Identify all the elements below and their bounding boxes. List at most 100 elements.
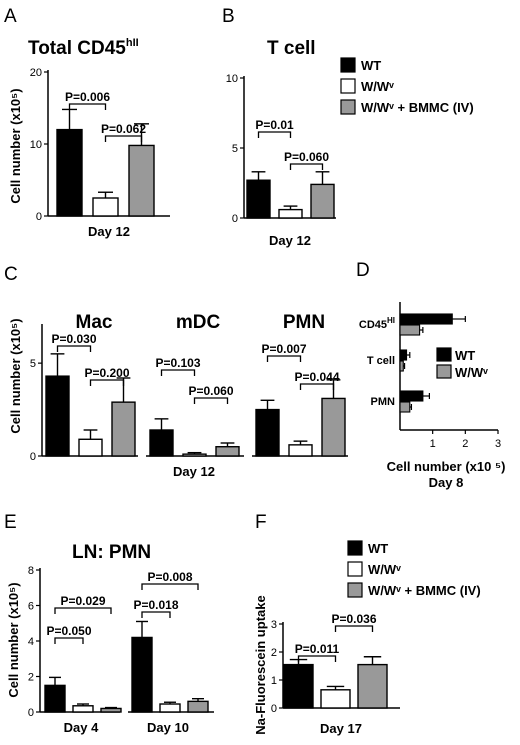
panel-a-annotation-2-p-value: P=0.062 bbox=[101, 122, 146, 136]
panel-e-title: LN: PMN bbox=[72, 542, 151, 563]
panel-e-day-4-annotation-1-p-value: P=0.050 bbox=[46, 624, 91, 638]
panel-b-bar-3 bbox=[310, 183, 335, 219]
panel-b-legend-swatch-2 bbox=[340, 78, 356, 94]
panel-a-bar-3 bbox=[128, 144, 155, 217]
y-tick-label: 0 bbox=[36, 211, 42, 223]
panel-b-annotation-1-p-value: P=0.01 bbox=[255, 118, 294, 132]
y-tick-label: 10 bbox=[30, 139, 42, 151]
y-tick-label: 1 bbox=[271, 675, 277, 687]
panel-b-x-label: Day 12 bbox=[269, 233, 311, 248]
panel-b-title: T cell bbox=[267, 38, 316, 59]
y-tick-label: 0 bbox=[30, 451, 36, 463]
panel-d-legend-label-2: W/Wᵛ bbox=[455, 365, 488, 380]
panel-b-annotation-2-bracket bbox=[289, 163, 324, 170]
panel-b-legend-label-3: W/Wᵛ + BMMC (IV) bbox=[361, 100, 474, 115]
panel-e-y-axis: 0 2 4 6 8 bbox=[28, 565, 41, 719]
panel-f-legend-label-2: W/Wᵛ bbox=[368, 562, 401, 577]
panel-f-y-axis: 0 1 2 3 bbox=[271, 619, 284, 715]
panel-d-category-3: PMN bbox=[371, 396, 396, 408]
panel-d-bar-3-1 bbox=[399, 390, 424, 402]
panel-d-bar-2-2 bbox=[399, 360, 404, 372]
y-tick-label: 3 bbox=[271, 619, 277, 631]
panel-e-day-4-annotation-1-bracket bbox=[54, 637, 84, 644]
panel-a-y-axis: 0 10 20 bbox=[30, 67, 49, 223]
panel-a-annotation-1-bracket bbox=[68, 103, 107, 110]
panel-c-pmn-bar-3 bbox=[321, 397, 346, 457]
y-tick-label: 0 bbox=[271, 703, 277, 715]
panel-d-x-tick-label: 1 bbox=[430, 438, 436, 450]
panel-a-letter: A bbox=[4, 6, 17, 27]
panel-c-pmn-annotation-1-p-value: P=0.007 bbox=[261, 342, 306, 356]
panel-c-pmn-annotation-1-bracket bbox=[266, 355, 302, 362]
panel-e-day-4-bar-1 bbox=[44, 684, 66, 713]
panel-a-annotation-1-p-value: P=0.006 bbox=[65, 90, 110, 104]
panel-e-day-10-x-label: Day 10 bbox=[147, 720, 189, 735]
panel-c-mdc-annotation-1-bracket bbox=[160, 369, 196, 376]
panel-d-bar-1-2 bbox=[399, 324, 421, 336]
panel-a-x-label: Day 12 bbox=[88, 224, 130, 239]
panel-d-category-2: T cell bbox=[367, 355, 395, 367]
panel-f-annotation-1-bracket bbox=[297, 655, 337, 662]
panel-c-mdc-annotation-1-p-value: P=0.103 bbox=[155, 356, 200, 370]
panel-b-legend-label-2: W/Wᵛ bbox=[361, 79, 394, 94]
panel-e-day-4-bar-2 bbox=[72, 705, 94, 713]
panel-d-x-tick-label: 2 bbox=[462, 438, 468, 450]
panel-b-bar-1 bbox=[246, 179, 271, 219]
panel-c-x-label: Day 12 bbox=[173, 464, 215, 479]
panel-f-legend-label-3: W/Wᵛ + BMMC (IV) bbox=[368, 583, 481, 598]
panel-d-bar-3-2 bbox=[399, 401, 411, 413]
panel-d-legend-swatch-1 bbox=[436, 347, 452, 362]
y-tick-label: 20 bbox=[30, 67, 42, 79]
panel-c-pmn-annotation-2-p-value: P=0.044 bbox=[294, 370, 339, 384]
panel-c-pmn-title: PMN bbox=[283, 312, 325, 333]
panel-d-legend-label-1: WT bbox=[455, 348, 475, 363]
panel-a-bar-1 bbox=[56, 128, 83, 217]
panel-b-legend-label-1: WT bbox=[361, 58, 381, 73]
panel-f-legend-swatch-1 bbox=[347, 540, 363, 556]
panel-c-mac-bar-1 bbox=[45, 375, 70, 457]
panel-b-annotation-2-p-value: P=0.060 bbox=[284, 150, 329, 164]
panel-e-day-10-annotation-2-bracket bbox=[141, 583, 199, 590]
panel-b-annotation-1-bracket bbox=[257, 131, 292, 138]
y-tick-label: 0 bbox=[28, 707, 34, 719]
panel-e-day-4-bar-3 bbox=[100, 707, 122, 713]
panel-a-annotation-2-bracket bbox=[104, 135, 143, 142]
panel-d-x-tick-label: 3 bbox=[495, 438, 501, 450]
panel-d-legend-swatch-2 bbox=[436, 364, 452, 379]
panel-d-bar-2-1 bbox=[399, 349, 408, 361]
panel-d-letter: D bbox=[356, 260, 370, 281]
panel-c-pmn-bar-1 bbox=[255, 408, 280, 457]
panel-c-mdc-annotation-2-p-value: P=0.060 bbox=[188, 384, 233, 398]
panel-f-annotation-1-p-value: P=0.011 bbox=[295, 642, 340, 656]
panel-b-y-axis: 0 5 10 bbox=[226, 73, 245, 225]
panel-f-legend-label-1: WT bbox=[368, 541, 388, 556]
panel-b-legend-swatch-1 bbox=[340, 57, 356, 73]
panel-c-y-label: Cell number (x10⁵) bbox=[8, 318, 23, 433]
panel-c-mdc-bar-1 bbox=[149, 429, 174, 457]
panel-c-mdc-title: mDC bbox=[176, 312, 221, 333]
panel-b-letter: B bbox=[222, 6, 235, 27]
panel-e-day-10-bar-2 bbox=[159, 703, 181, 713]
panel-c-mac-annotation-2-bracket bbox=[89, 379, 125, 386]
panel-f-bar-3 bbox=[357, 663, 388, 709]
y-tick-label: 2 bbox=[28, 672, 34, 684]
panel-f-bar-2 bbox=[320, 689, 351, 709]
panel-f-legend-swatch-2 bbox=[347, 561, 363, 577]
panel-e-day-4-x-label: Day 4 bbox=[64, 720, 99, 735]
panel-e-letter: E bbox=[4, 512, 17, 533]
panel-c-mdc-bar-2 bbox=[182, 453, 207, 457]
y-tick-label: 10 bbox=[226, 73, 238, 85]
panel-c-pmn-bar-2 bbox=[288, 444, 313, 457]
y-tick-label: 5 bbox=[30, 358, 36, 370]
y-tick-label: 0 bbox=[232, 213, 238, 225]
panel-f-x-label: Day 17 bbox=[320, 721, 362, 736]
panel-b-bar-2 bbox=[278, 208, 303, 219]
panel-c-mac-bar-3 bbox=[111, 401, 136, 457]
panel-c-mac-annotation-2-p-value: P=0.200 bbox=[84, 366, 129, 380]
y-tick-label: 8 bbox=[28, 565, 34, 577]
panel-f-annotation-2-p-value: P=0.036 bbox=[331, 612, 376, 626]
panel-d-bar-1-1 bbox=[399, 313, 453, 325]
panel-d-category-1: CD45HI bbox=[359, 316, 395, 331]
y-tick-label: 5 bbox=[232, 143, 238, 155]
